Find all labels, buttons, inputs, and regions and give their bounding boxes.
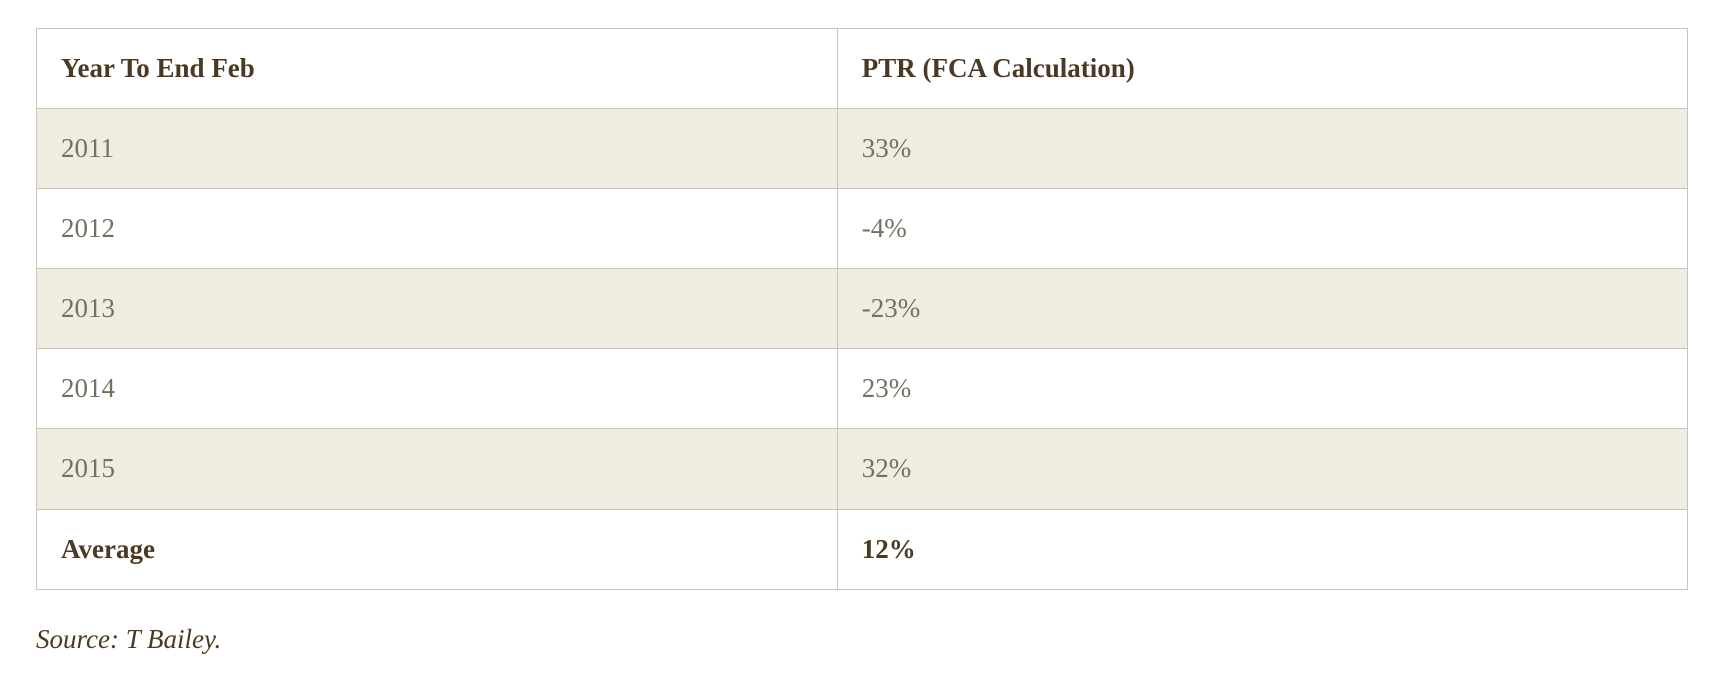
table-row: 2011 33% [37,109,1688,189]
cell-ptr: 33% [837,109,1687,189]
ptr-table: Year To End Feb PTR (FCA Calculation) 20… [36,28,1688,590]
table-row: 2014 23% [37,349,1688,429]
table-header-row: Year To End Feb PTR (FCA Calculation) [37,29,1688,109]
column-header-year: Year To End Feb [37,29,838,109]
table-row: 2015 32% [37,429,1688,509]
cell-year: 2014 [37,349,838,429]
cell-year: 2012 [37,189,838,269]
ptr-table-container: Year To End Feb PTR (FCA Calculation) 20… [36,28,1688,590]
footer-value: 12% [837,509,1687,589]
cell-ptr: 23% [837,349,1687,429]
cell-ptr: -23% [837,269,1687,349]
footer-label: Average [37,509,838,589]
cell-ptr: -4% [837,189,1687,269]
cell-year: 2015 [37,429,838,509]
cell-year: 2011 [37,109,838,189]
cell-ptr: 32% [837,429,1687,509]
table-row: 2012 -4% [37,189,1688,269]
table-footer-row: Average 12% [37,509,1688,589]
column-header-ptr: PTR (FCA Calculation) [837,29,1687,109]
table-row: 2013 -23% [37,269,1688,349]
cell-year: 2013 [37,269,838,349]
source-line: Source: T Bailey. [36,624,1688,655]
